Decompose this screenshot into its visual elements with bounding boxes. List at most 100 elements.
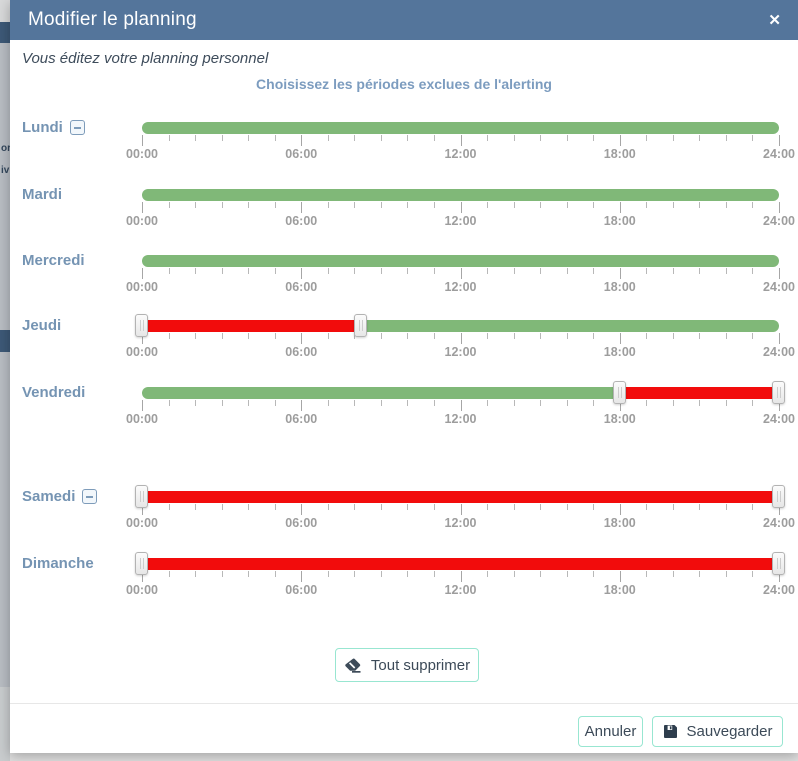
remove-period-icon[interactable] [69, 119, 85, 135]
tick-mark [779, 504, 780, 515]
tick-mark [380, 333, 382, 339]
tick-mark [407, 202, 409, 208]
tick-mark [380, 504, 382, 510]
tick-mark [195, 268, 197, 274]
tick-mark [487, 202, 489, 208]
tick-mark [487, 268, 489, 274]
remove-period-icon[interactable] [82, 488, 98, 504]
day-label-dimanche: Dimanche [22, 554, 94, 572]
slider-handle[interactable] [772, 381, 785, 404]
tick-label: 24:00 [763, 280, 795, 294]
tick-mark [725, 571, 727, 577]
tick-mark [354, 135, 356, 141]
tick-mark [221, 135, 223, 141]
tick-mark [274, 333, 276, 339]
time-slider-mardi[interactable] [142, 189, 779, 201]
tick-label: 24:00 [763, 583, 795, 597]
time-slider-jeudi[interactable] [135, 314, 779, 337]
tick-mark [646, 504, 648, 510]
tick-mark [168, 504, 170, 510]
footer-divider [10, 703, 798, 704]
slider-handle[interactable] [354, 314, 368, 337]
tick-mark [221, 202, 223, 208]
tick-mark [566, 400, 568, 406]
tick-mark [274, 400, 276, 406]
slider-handle[interactable] [135, 485, 148, 508]
tick-mark [407, 333, 409, 339]
day-name: Mardi [22, 185, 63, 203]
tick-mark [248, 400, 250, 406]
tick-mark [779, 333, 780, 344]
tick-mark [274, 202, 276, 208]
tick-mark [699, 571, 701, 577]
tick-mark [142, 202, 143, 213]
close-icon[interactable]: ✕ [768, 11, 781, 29]
background-navbar-fragment [0, 330, 10, 352]
tick-mark [487, 135, 489, 141]
background-page-top [0, 0, 10, 23]
save-button[interactable]: Sauvegarder [652, 716, 783, 747]
time-slider-vendredi[interactable] [142, 381, 785, 404]
tick-label: 18:00 [603, 345, 636, 359]
tick-mark [725, 268, 727, 274]
tick-mark [619, 202, 621, 213]
tick-mark [752, 333, 754, 339]
tick-mark [142, 400, 143, 411]
tick-mark [672, 333, 674, 339]
tick-mark [779, 400, 780, 411]
slider-handle[interactable] [772, 552, 785, 575]
tick-mark [460, 571, 462, 582]
tick-label: 00:00 [126, 214, 158, 228]
excluded-period [142, 320, 362, 332]
tick-mark [142, 268, 143, 279]
tick-mark [301, 504, 303, 515]
tick-mark [248, 333, 250, 339]
clear-all-label: Tout supprimer [370, 656, 471, 674]
clear-all-button[interactable]: Tout supprimer [335, 648, 479, 682]
time-slider-samedi[interactable] [135, 485, 785, 508]
tick-label: 06:00 [285, 583, 318, 597]
save-label: Sauvegarder [686, 723, 773, 740]
tick-mark [752, 268, 754, 274]
tick-mark [752, 400, 754, 406]
tick-mark [460, 268, 462, 279]
tick-mark [593, 400, 595, 406]
tick-mark [168, 202, 170, 208]
tick-mark [672, 268, 674, 274]
tick-mark [195, 400, 197, 406]
tick-mark [248, 571, 250, 577]
tick-mark [699, 504, 701, 510]
tick-mark [354, 400, 356, 406]
time-slider-lundi[interactable] [142, 122, 779, 134]
tick-mark [407, 571, 409, 577]
tick-mark [433, 268, 435, 274]
cancel-button[interactable]: Annuler [578, 716, 643, 747]
tick-mark [540, 400, 542, 406]
tick-label: 24:00 [763, 147, 795, 161]
slider-handle[interactable] [772, 485, 785, 508]
day-name: Vendredi [22, 383, 86, 401]
tick-mark [248, 202, 250, 208]
tick-mark [646, 571, 648, 577]
tick-label: 18:00 [603, 214, 636, 228]
tick-mark [752, 571, 754, 577]
slider-handle[interactable] [135, 314, 148, 337]
tick-mark [168, 400, 170, 406]
tick-mark [433, 135, 435, 141]
slider-handle[interactable] [135, 552, 148, 575]
tick-mark [513, 333, 515, 339]
tick-mark [566, 202, 568, 208]
time-slider-dimanche[interactable] [135, 552, 785, 575]
tick-mark [619, 268, 621, 279]
tick-mark [327, 333, 329, 339]
tick-mark [248, 504, 250, 510]
slider-handle[interactable] [612, 381, 626, 404]
tick-label: 00:00 [126, 583, 158, 597]
time-slider-mercredi[interactable] [142, 255, 779, 267]
excluded-period [619, 387, 779, 399]
tick-label: 00:00 [126, 345, 158, 359]
tick-label: 18:00 [603, 516, 636, 530]
tick-mark [274, 268, 276, 274]
tick-label: 24:00 [763, 412, 795, 426]
tick-mark [566, 135, 568, 141]
